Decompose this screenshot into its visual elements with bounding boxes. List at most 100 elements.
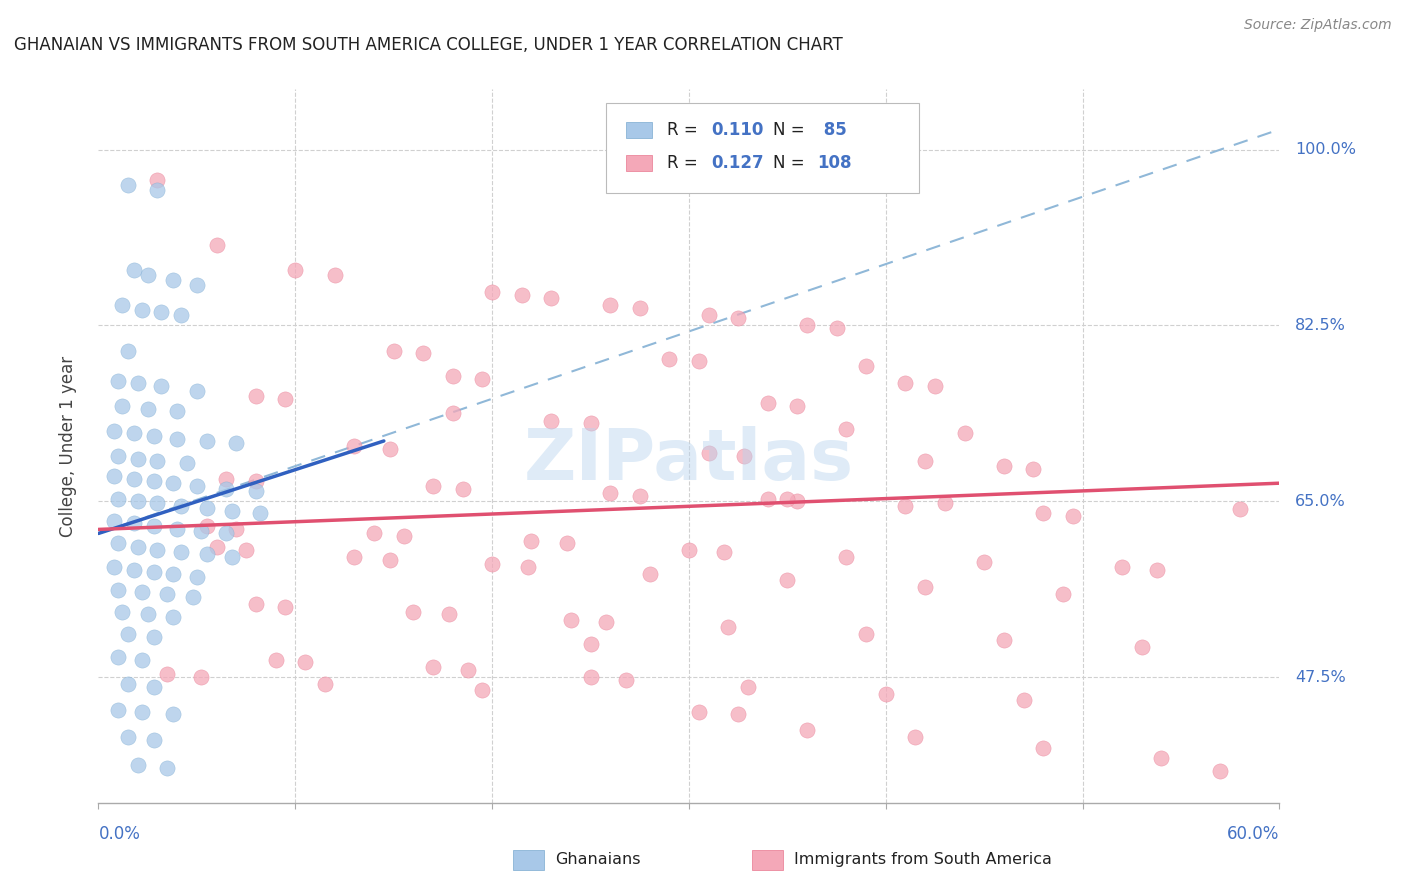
Point <box>136 268 159 282</box>
Point <box>579 670 602 684</box>
Text: ZIPatlas: ZIPatlas <box>524 425 853 495</box>
Point <box>1146 563 1168 577</box>
Point <box>195 519 218 533</box>
Point <box>1052 587 1074 601</box>
Point <box>146 183 169 197</box>
Point <box>855 359 877 373</box>
Point <box>131 584 153 599</box>
Point <box>117 731 139 745</box>
Point <box>235 542 257 557</box>
Point <box>195 434 218 448</box>
Point <box>599 298 621 312</box>
Point <box>117 677 139 691</box>
Point <box>437 607 460 621</box>
Text: 100.0%: 100.0% <box>1295 142 1357 157</box>
Point <box>314 677 336 691</box>
Point <box>471 372 494 386</box>
Point <box>343 549 366 564</box>
Point <box>142 474 165 488</box>
Point <box>756 492 779 507</box>
Point <box>221 504 243 518</box>
Point <box>107 536 129 550</box>
Point <box>122 472 145 486</box>
Point <box>697 309 720 323</box>
Point <box>156 761 179 775</box>
Point <box>727 311 749 326</box>
Point <box>825 321 848 335</box>
Point <box>457 663 479 677</box>
Point <box>481 557 503 571</box>
Point <box>934 496 956 510</box>
Point <box>190 670 212 684</box>
Point <box>579 637 602 651</box>
Point <box>1209 764 1232 778</box>
Text: 108: 108 <box>818 153 852 171</box>
Point <box>628 301 651 316</box>
Text: 85: 85 <box>818 121 846 139</box>
Point <box>103 559 125 574</box>
Point <box>540 291 562 305</box>
Point <box>382 343 405 358</box>
Point <box>156 667 179 681</box>
Y-axis label: College, Under 1 year: College, Under 1 year <box>59 355 77 537</box>
Point <box>205 540 228 554</box>
Point <box>560 613 582 627</box>
Point <box>441 368 464 383</box>
Point <box>697 446 720 460</box>
Point <box>146 542 169 557</box>
Text: 0.110: 0.110 <box>711 121 763 139</box>
Point <box>378 552 401 566</box>
Point <box>1150 750 1173 764</box>
Point <box>855 627 877 641</box>
Point <box>195 547 218 561</box>
Point <box>162 273 184 287</box>
Point <box>441 406 464 420</box>
Point <box>451 482 474 496</box>
Point <box>170 309 193 323</box>
Point <box>162 566 184 581</box>
Point <box>186 569 208 583</box>
Point <box>122 563 145 577</box>
Point <box>245 597 267 611</box>
Point <box>993 632 1015 647</box>
Text: Ghanaians: Ghanaians <box>555 853 641 867</box>
Point <box>924 378 946 392</box>
Point <box>786 494 808 508</box>
Text: 47.5%: 47.5% <box>1295 670 1346 685</box>
Point <box>264 653 287 667</box>
Point <box>156 587 179 601</box>
Point <box>1111 559 1133 574</box>
Point <box>717 620 740 634</box>
Point <box>540 414 562 428</box>
Point <box>894 376 917 390</box>
Point <box>993 459 1015 474</box>
Point <box>142 519 165 533</box>
Point <box>205 238 228 252</box>
Point <box>190 524 212 539</box>
Point <box>628 489 651 503</box>
Text: R =: R = <box>666 121 703 139</box>
Point <box>796 318 818 333</box>
Point <box>131 653 153 667</box>
Point <box>136 401 159 416</box>
Point <box>117 178 139 192</box>
Text: 65.0%: 65.0% <box>1295 494 1346 508</box>
Point <box>225 436 247 450</box>
Point <box>733 449 755 463</box>
Point <box>186 384 208 398</box>
Point <box>122 263 145 277</box>
Point <box>107 650 129 665</box>
Text: Immigrants from South America: Immigrants from South America <box>794 853 1052 867</box>
Point <box>914 580 936 594</box>
Point <box>127 376 149 390</box>
Point <box>422 660 444 674</box>
Point <box>150 305 173 319</box>
Point <box>111 298 134 312</box>
Point <box>835 422 858 436</box>
Point <box>131 303 153 318</box>
Point <box>510 288 533 302</box>
Point <box>170 544 193 558</box>
Point <box>136 607 159 621</box>
Point <box>516 559 538 574</box>
Text: 60.0%: 60.0% <box>1227 825 1279 843</box>
